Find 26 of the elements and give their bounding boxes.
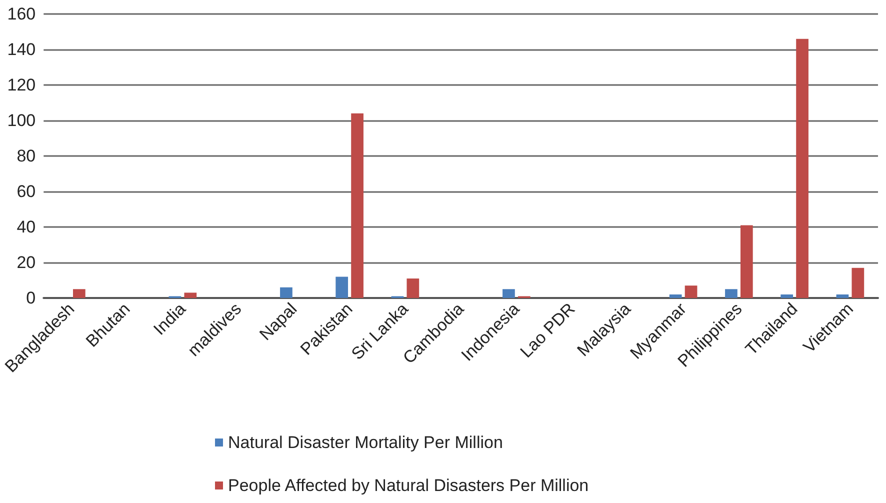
bar	[502, 289, 515, 298]
y-tick-label: 0	[26, 288, 36, 308]
bar	[725, 289, 738, 298]
bar	[280, 287, 292, 298]
bar	[669, 294, 682, 298]
legend-label: Natural Disaster Mortality Per Million	[228, 433, 503, 452]
bar	[836, 294, 849, 298]
bar	[336, 276, 348, 298]
y-tick-label: 20	[16, 253, 36, 272]
y-tick-label: 60	[16, 182, 36, 201]
bar	[740, 225, 753, 298]
y-tick-label: 160	[7, 4, 36, 24]
bar	[184, 292, 197, 298]
y-tick-label: 40	[16, 218, 36, 236]
y-tick-label: 140	[7, 40, 36, 59]
y-tick-label: 100	[7, 111, 36, 130]
legend-label: People Affected by Natural Disasters Per Million	[228, 476, 589, 495]
bar	[406, 278, 420, 298]
y-tick-label: 120	[7, 76, 36, 94]
bar	[72, 289, 86, 298]
bar	[796, 38, 808, 298]
y-tick-label: 80	[16, 146, 36, 166]
bar	[780, 294, 794, 298]
bar	[852, 268, 864, 298]
bar	[684, 286, 698, 298]
bar	[351, 113, 364, 298]
